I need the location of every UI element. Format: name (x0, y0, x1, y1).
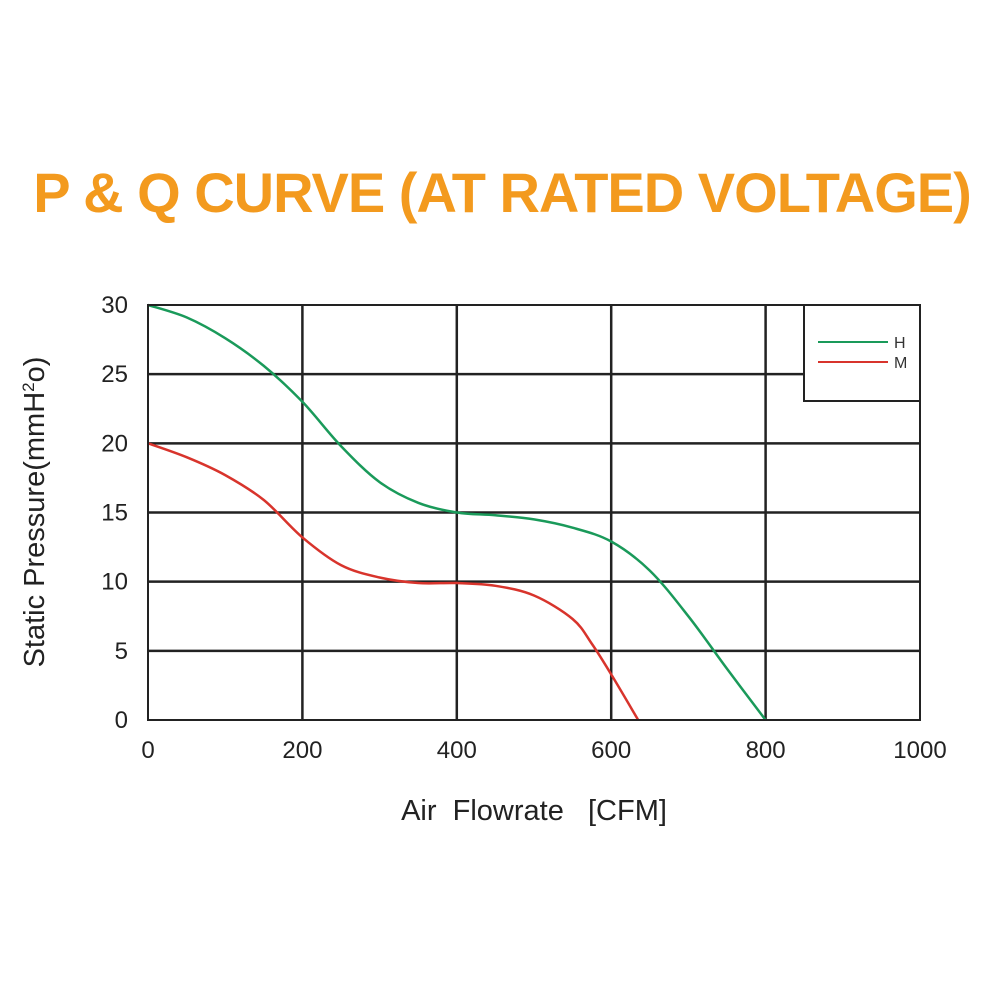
y-axis-title: Static Pressure(mmH2o) (19, 357, 51, 668)
legend-label-m: M (894, 355, 907, 372)
y-tick-label: 5 (115, 638, 128, 665)
series-line-h (147, 303, 767, 721)
x-tick-label: 800 (746, 737, 786, 764)
y-tick-label: 25 (101, 361, 128, 388)
y-tick-label: 30 (101, 292, 128, 319)
legend-box (803, 304, 921, 402)
y-axis-title-main: Static Pressure(mmH (19, 392, 51, 668)
y-axis-title-superscript: 2 (19, 382, 38, 391)
chart-title: P & Q CURVE (AT RATED VOLTAGE) (33, 161, 972, 224)
x-tick-label: 0 (141, 737, 154, 764)
x-tick-labels: 0 200 400 600 800 1000 (141, 737, 946, 764)
series-line-m (147, 442, 640, 721)
series-lines (147, 303, 767, 721)
y-tick-label: 0 (115, 707, 128, 734)
legend: HM (803, 304, 921, 402)
x-tick-label: 400 (437, 737, 477, 764)
y-tick-labels: 0 5 10 15 20 25 30 (101, 292, 128, 734)
x-tick-label: 200 (282, 737, 322, 764)
y-tick-label: 20 (101, 430, 128, 457)
plot-frame (147, 304, 921, 721)
x-tick-label: 1000 (893, 737, 946, 764)
y-tick-label: 15 (101, 500, 128, 527)
y-axis-title-end: o) (19, 357, 51, 383)
x-tick-label: 600 (591, 737, 631, 764)
x-axis-title: Air Flowrate [CFM] (401, 795, 667, 827)
legend-label-h: H (894, 335, 906, 352)
y-tick-label: 10 (101, 569, 128, 596)
